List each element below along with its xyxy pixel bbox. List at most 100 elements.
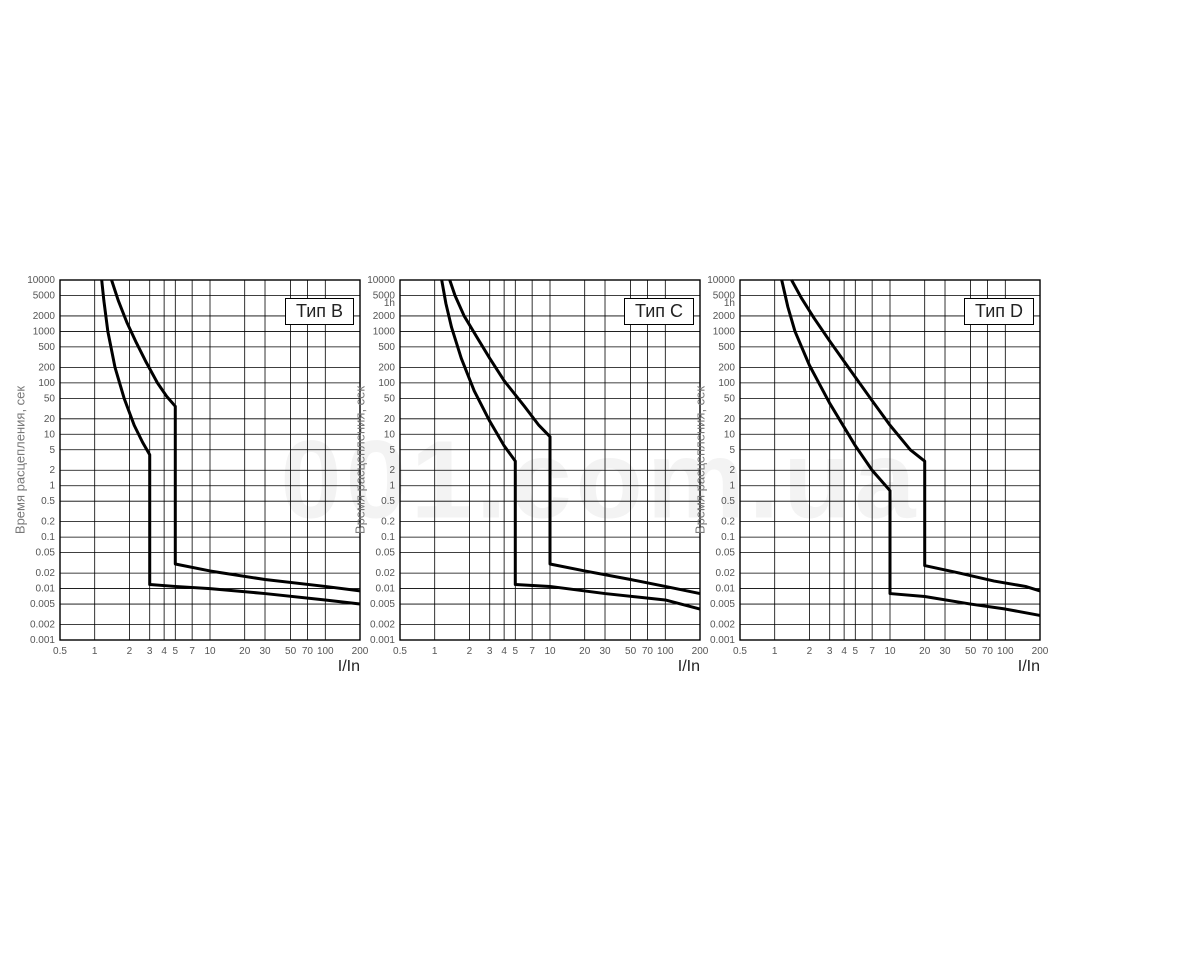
- svg-text:30: 30: [259, 646, 271, 657]
- svg-text:0.05: 0.05: [376, 548, 396, 559]
- svg-text:0.05: 0.05: [716, 548, 736, 559]
- svg-text:500: 500: [378, 342, 395, 353]
- svg-text:5: 5: [49, 445, 55, 456]
- svg-text:100: 100: [657, 646, 674, 657]
- svg-text:4: 4: [501, 646, 507, 657]
- svg-text:20: 20: [384, 414, 396, 425]
- svg-text:500: 500: [718, 342, 735, 353]
- svg-text:4: 4: [841, 646, 847, 657]
- trip-curve-upper: [792, 280, 1040, 591]
- svg-text:1: 1: [92, 646, 98, 657]
- svg-text:0.1: 0.1: [41, 532, 55, 543]
- svg-text:0.005: 0.005: [370, 599, 395, 610]
- svg-text:50: 50: [965, 646, 977, 657]
- svg-text:2: 2: [49, 465, 55, 476]
- svg-text:70: 70: [302, 646, 314, 657]
- svg-text:0.02: 0.02: [376, 568, 396, 579]
- trip-curve-lower: [102, 280, 360, 604]
- svg-text:70: 70: [982, 646, 994, 657]
- svg-text:0.5: 0.5: [381, 496, 395, 507]
- svg-text:4: 4: [161, 646, 167, 657]
- svg-text:2: 2: [807, 646, 813, 657]
- svg-text:5: 5: [729, 445, 735, 456]
- svg-text:20: 20: [44, 414, 56, 425]
- svg-text:10: 10: [204, 646, 216, 657]
- svg-text:50: 50: [384, 393, 396, 404]
- svg-text:0.002: 0.002: [30, 620, 55, 631]
- chart-panel-type-d: Время расцепления, секI/In0.512345710203…: [740, 280, 1040, 640]
- svg-text:1: 1: [729, 481, 735, 492]
- svg-text:10: 10: [384, 429, 396, 440]
- svg-text:30: 30: [599, 646, 611, 657]
- svg-text:50: 50: [44, 393, 56, 404]
- svg-text:3: 3: [147, 646, 153, 657]
- svg-text:2000: 2000: [33, 311, 56, 322]
- svg-text:0.1: 0.1: [381, 532, 395, 543]
- trip-curve-upper: [450, 280, 700, 594]
- svg-text:30: 30: [939, 646, 951, 657]
- x-axis-label: I/In: [338, 658, 360, 676]
- svg-text:0.1: 0.1: [721, 532, 735, 543]
- svg-text:500: 500: [38, 342, 55, 353]
- chart-svg: 0.512345710203050701002000.0010.0020.005…: [400, 280, 700, 640]
- svg-text:0.05: 0.05: [36, 548, 56, 559]
- svg-text:200: 200: [692, 646, 709, 657]
- svg-text:70: 70: [642, 646, 654, 657]
- svg-text:7: 7: [869, 646, 875, 657]
- svg-text:0.01: 0.01: [36, 584, 56, 595]
- svg-text:0.001: 0.001: [370, 635, 395, 646]
- svg-text:0.5: 0.5: [721, 496, 735, 507]
- svg-text:2000: 2000: [373, 311, 396, 322]
- svg-text:10000: 10000: [27, 275, 55, 286]
- panel-title: Тип B: [285, 298, 354, 325]
- charts-row: Время расцепления, секI/In0.512345710203…: [60, 280, 1040, 640]
- svg-text:1000: 1000: [713, 326, 736, 337]
- svg-text:10: 10: [724, 429, 736, 440]
- svg-text:0.002: 0.002: [370, 620, 395, 631]
- svg-text:10000: 10000: [707, 275, 735, 286]
- svg-text:2: 2: [127, 646, 133, 657]
- svg-text:0.01: 0.01: [716, 584, 736, 595]
- svg-text:1: 1: [389, 481, 395, 492]
- trip-curve-lower: [782, 280, 1040, 615]
- svg-text:200: 200: [352, 646, 369, 657]
- svg-text:0.5: 0.5: [41, 496, 55, 507]
- svg-text:1000: 1000: [373, 326, 396, 337]
- chart-panel-type-c: Время расцепления, секI/In0.512345710203…: [400, 280, 700, 640]
- svg-text:0.005: 0.005: [710, 599, 735, 610]
- svg-text:50: 50: [285, 646, 297, 657]
- svg-text:0.5: 0.5: [53, 646, 67, 657]
- svg-text:0.005: 0.005: [30, 599, 55, 610]
- svg-text:2: 2: [389, 465, 395, 476]
- svg-text:100: 100: [378, 378, 395, 389]
- svg-text:100: 100: [317, 646, 334, 657]
- chart-panel-type-b: Время расцепления, секI/In0.512345710203…: [60, 280, 360, 640]
- svg-text:0.5: 0.5: [393, 646, 407, 657]
- x-axis-label: I/In: [1018, 658, 1040, 676]
- page-root: 001.com.ua Время расцепления, секI/In0.5…: [0, 0, 1200, 960]
- svg-text:50: 50: [724, 393, 736, 404]
- panel-title: Тип D: [964, 298, 1034, 325]
- svg-text:10000: 10000: [367, 275, 395, 286]
- svg-text:20: 20: [724, 414, 736, 425]
- svg-text:0.02: 0.02: [716, 568, 736, 579]
- svg-text:10: 10: [884, 646, 896, 657]
- svg-text:1000: 1000: [33, 326, 56, 337]
- svg-text:10: 10: [544, 646, 556, 657]
- svg-text:50: 50: [625, 646, 637, 657]
- panel-title: Тип C: [624, 298, 694, 325]
- svg-text:5: 5: [513, 646, 519, 657]
- y-axis-label: Время расцепления, сек: [13, 386, 28, 534]
- svg-text:1: 1: [49, 481, 55, 492]
- svg-text:20: 20: [919, 646, 931, 657]
- svg-text:0.01: 0.01: [376, 584, 396, 595]
- svg-text:0.002: 0.002: [710, 620, 735, 631]
- svg-text:5: 5: [853, 646, 859, 657]
- svg-text:5000: 5000: [33, 290, 56, 301]
- svg-text:1: 1: [772, 646, 778, 657]
- y-axis-label: Время расцепления, сек: [693, 386, 708, 534]
- svg-text:100: 100: [997, 646, 1014, 657]
- svg-text:20: 20: [239, 646, 251, 657]
- svg-text:20: 20: [579, 646, 591, 657]
- svg-text:0.2: 0.2: [41, 517, 55, 528]
